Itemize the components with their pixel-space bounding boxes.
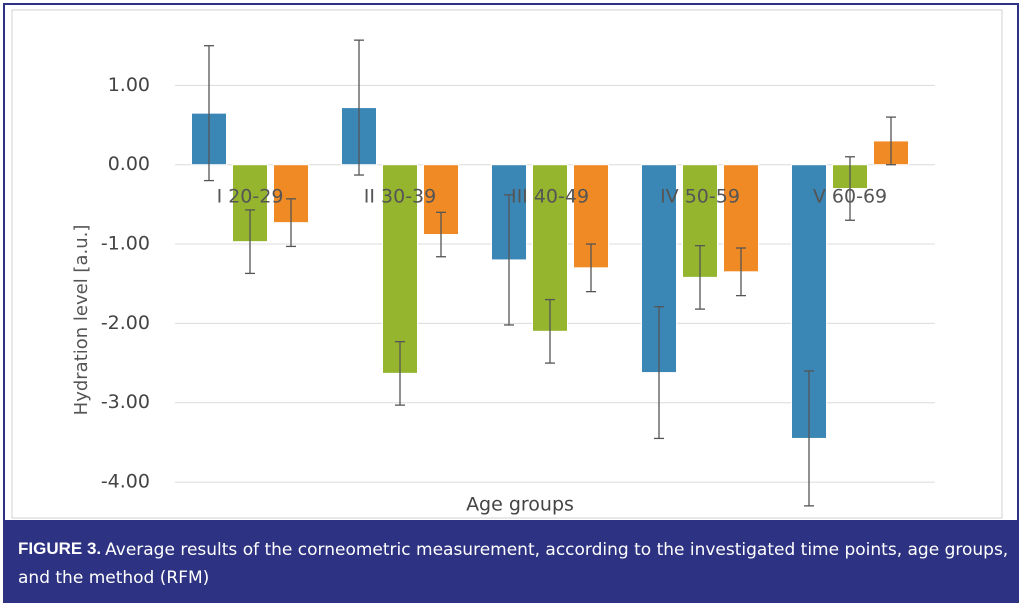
x-tick-label: III 40-49 (511, 186, 589, 208)
error-bar (695, 244, 705, 310)
error-bar (545, 298, 555, 364)
error-bar (286, 198, 296, 248)
error-bar (654, 306, 664, 440)
caption-label: FIGURE 3. (18, 539, 101, 558)
chart-area (11, 9, 1003, 519)
error-bar (845, 156, 855, 221)
error-bar (245, 209, 255, 275)
bar (723, 164, 759, 273)
y-tick-label: 0.00 (108, 153, 150, 175)
error-bar (354, 39, 364, 176)
caption-text-line: and the method (RFM) (18, 568, 209, 588)
error-bar (204, 45, 214, 182)
y-tick-label: -4.00 (101, 471, 150, 493)
y-tick-label: -3.00 (101, 391, 150, 413)
y-tick-label: -1.00 (101, 233, 150, 255)
bar (382, 164, 418, 374)
x-axis-title: Age groups (466, 494, 574, 516)
caption-band (5, 520, 1017, 601)
x-tick-label: V 60-69 (813, 186, 887, 208)
error-bar (436, 211, 446, 258)
error-bar (586, 243, 596, 293)
y-axis-title: Hydration level [a.u.] (71, 225, 92, 416)
error-bar (736, 247, 746, 297)
x-tick-label: II 30-39 (364, 186, 436, 208)
y-tick-label: 1.00 (108, 74, 150, 96)
y-tick-label: -2.00 (101, 312, 150, 334)
caption: FIGURE 3. Average results of the corneome… (18, 539, 1014, 588)
caption-text: Average results of the corneometric meas… (105, 540, 1013, 560)
x-tick-label: IV 50-59 (660, 186, 740, 208)
error-bar (886, 116, 896, 166)
error-bar (804, 370, 814, 507)
error-bar (395, 340, 405, 406)
x-tick-label: I 20-29 (217, 186, 284, 208)
error-bar (504, 194, 514, 326)
